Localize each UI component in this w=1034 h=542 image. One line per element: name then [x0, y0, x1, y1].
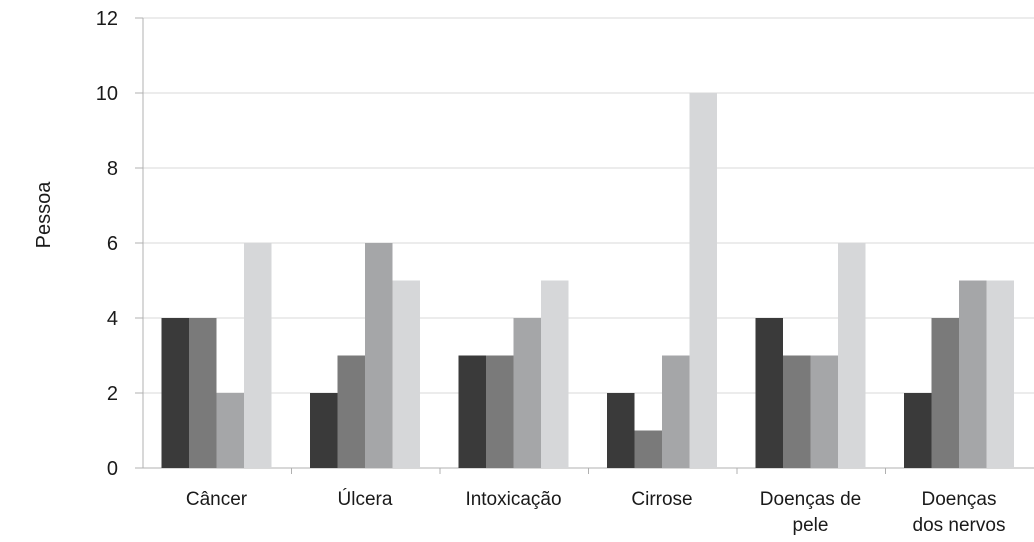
x-category-label: Cirrose	[631, 489, 692, 510]
y-axis-label: Pessoa	[33, 181, 55, 249]
x-category-label-line: Câncer	[186, 489, 248, 510]
x-category-label-line: pele	[793, 515, 829, 536]
x-category-label: Câncer	[186, 489, 248, 510]
bar	[216, 393, 244, 468]
y-tick-label: 8	[107, 158, 118, 180]
y-tick-label: 2	[107, 383, 118, 405]
bar	[310, 393, 338, 468]
bar	[486, 355, 514, 468]
x-category-label-line: Doenças	[922, 489, 997, 510]
x-category-label-line: Úlcera	[338, 488, 393, 510]
x-category-label: Doenças de pele	[760, 489, 861, 536]
bar	[337, 355, 365, 468]
bar	[755, 318, 783, 468]
bar	[904, 393, 932, 468]
bar	[365, 243, 393, 468]
bar	[541, 280, 569, 468]
bar	[959, 280, 987, 468]
x-category-label-line: dos nervos	[913, 515, 1006, 536]
bar	[189, 318, 217, 468]
x-category-label-line: Cirrose	[631, 489, 692, 510]
x-category-label: Úlcera	[338, 488, 393, 510]
bar	[931, 318, 959, 468]
bar	[986, 280, 1014, 468]
bar	[838, 243, 866, 468]
bar	[513, 318, 541, 468]
x-category-label: Intoxicação	[465, 489, 561, 510]
x-category-label-line: Intoxicação	[465, 489, 561, 510]
y-tick-label: 12	[96, 8, 118, 30]
bar	[161, 318, 189, 468]
bar	[392, 280, 420, 468]
x-category-label-line: Doenças de	[760, 489, 861, 510]
axes	[135, 17, 1034, 474]
y-tick-label: 10	[96, 83, 118, 105]
gridlines	[143, 17, 1034, 394]
bar	[689, 93, 717, 468]
bars	[161, 93, 1014, 468]
bar	[607, 393, 635, 468]
x-category-label: Doenças dos nervos	[913, 489, 1006, 536]
y-tick-label: 0	[107, 458, 118, 480]
bar	[244, 243, 272, 468]
bar	[458, 355, 486, 468]
bar	[783, 355, 811, 468]
x-category-labels: Câncer Úlcera Intoxicação Cirrose Doenças de…	[186, 488, 1006, 536]
bar	[634, 430, 662, 468]
y-tick-label: 6	[107, 233, 118, 255]
bar	[810, 355, 838, 468]
y-tick-labels: 0 2 4 6 8 10 12	[96, 8, 118, 480]
y-tick-label: 4	[107, 308, 118, 330]
bar	[662, 355, 690, 468]
